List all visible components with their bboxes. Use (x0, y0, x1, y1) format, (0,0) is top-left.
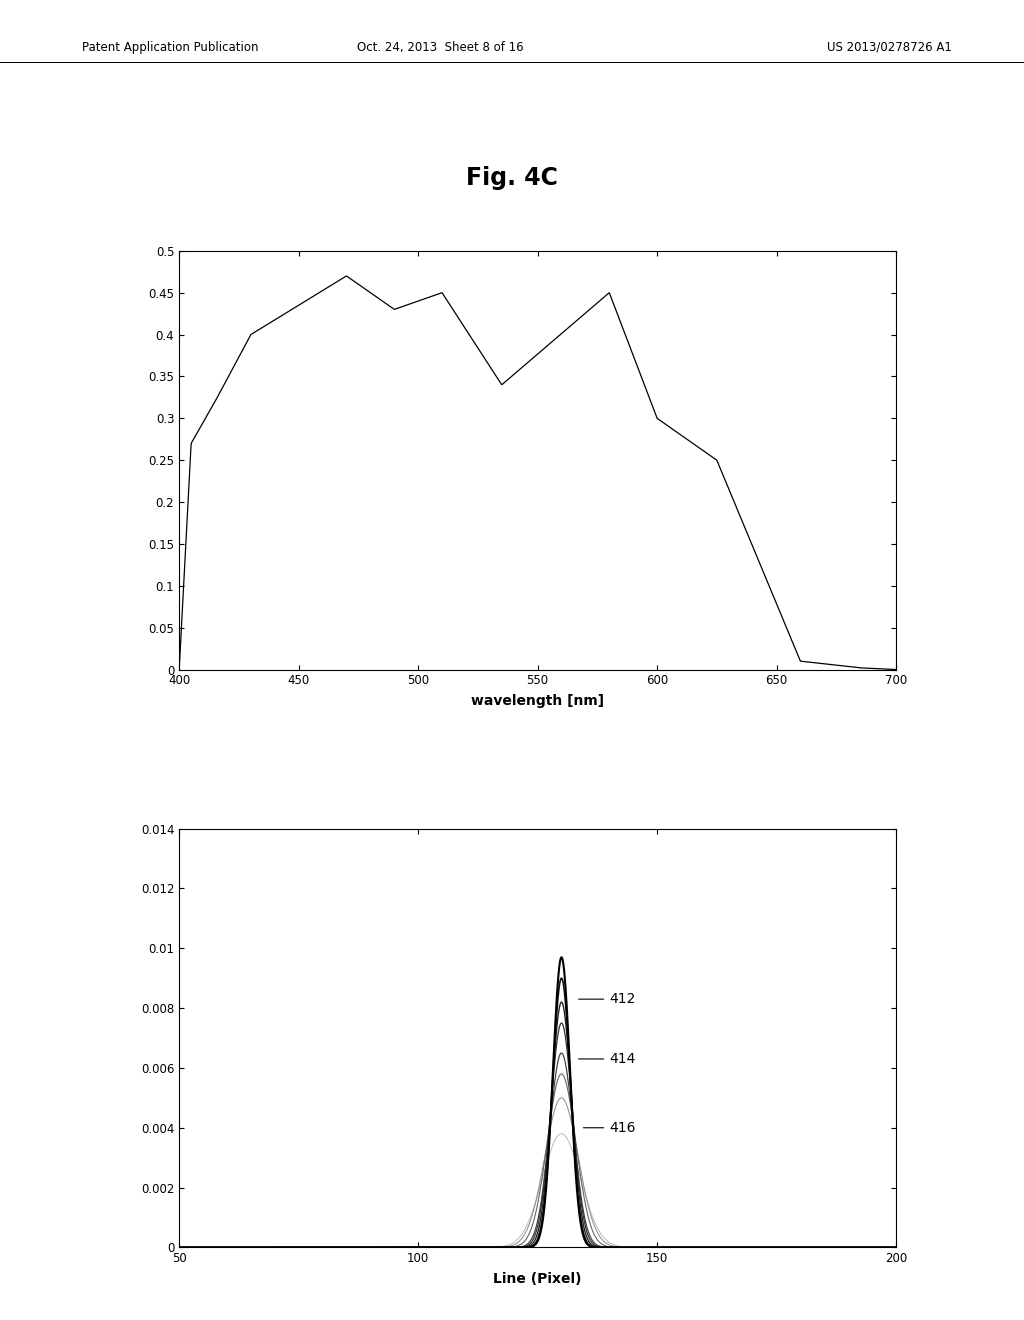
X-axis label: wavelength [nm]: wavelength [nm] (471, 694, 604, 709)
Text: 416: 416 (584, 1121, 636, 1135)
Text: US 2013/0278726 A1: US 2013/0278726 A1 (827, 41, 952, 54)
Text: 414: 414 (579, 1052, 636, 1067)
Text: Fig. 4C: Fig. 4C (466, 166, 558, 190)
X-axis label: Line (Pixel): Line (Pixel) (494, 1272, 582, 1286)
Text: Oct. 24, 2013  Sheet 8 of 16: Oct. 24, 2013 Sheet 8 of 16 (357, 41, 523, 54)
Text: 412: 412 (579, 993, 636, 1006)
Text: Patent Application Publication: Patent Application Publication (82, 41, 258, 54)
